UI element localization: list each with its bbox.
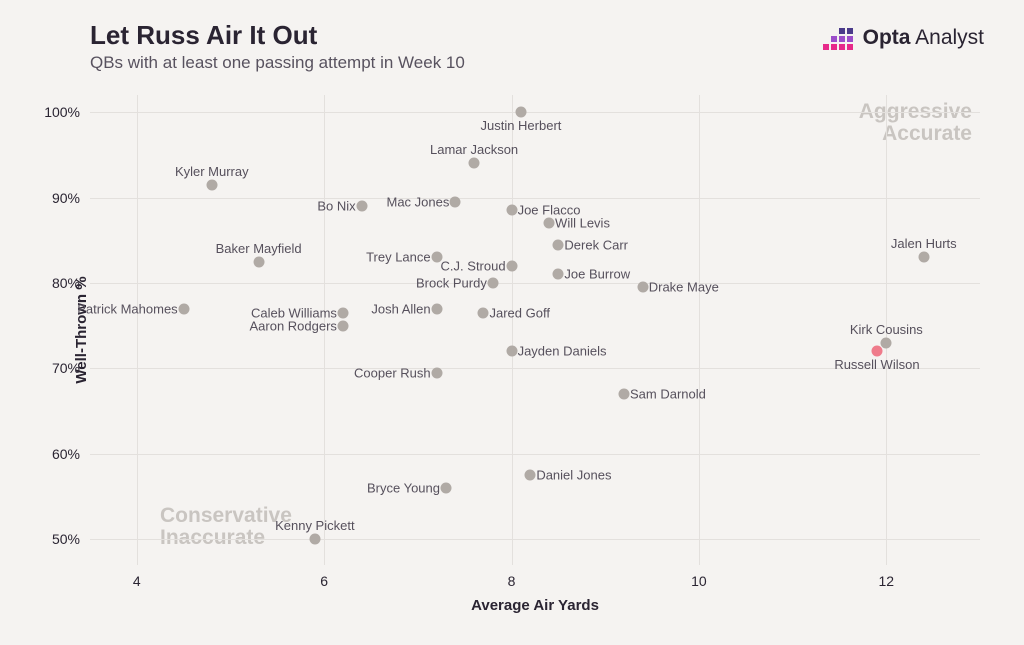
data-point (871, 346, 882, 357)
y-tick-label: 90% (52, 190, 80, 206)
chart-title: Let Russ Air It Out (90, 20, 465, 51)
data-point-label: Kyler Murray (175, 164, 249, 179)
data-point (881, 337, 892, 348)
data-point (356, 201, 367, 212)
data-point (506, 346, 517, 357)
data-point-label: Patrick Mahomes (77, 301, 177, 316)
gridline-horizontal (90, 283, 980, 284)
data-point (469, 158, 480, 169)
data-point (253, 256, 264, 267)
data-point-label: Russell Wilson (834, 357, 919, 372)
opta-logo-text: Opta Analyst (863, 26, 984, 50)
data-point (309, 534, 320, 545)
data-point-label: Josh Allen (371, 301, 430, 316)
gridline-horizontal (90, 198, 980, 199)
gridline-horizontal (90, 454, 980, 455)
data-point-label: Lamar Jackson (430, 142, 518, 157)
x-tick-label: 4 (133, 573, 141, 589)
y-tick-label: 70% (52, 360, 80, 376)
opta-logo: Opta Analyst (823, 24, 984, 52)
gridline-horizontal (90, 112, 980, 113)
data-point (506, 205, 517, 216)
logo-light: Analyst (910, 26, 984, 49)
x-tick-label: 12 (879, 573, 895, 589)
data-point-label: Baker Mayfield (216, 241, 302, 256)
data-point-label: Kenny Pickett (275, 518, 355, 533)
data-point (337, 320, 348, 331)
data-point-label: Trey Lance (366, 250, 431, 265)
data-point (431, 367, 442, 378)
data-point (178, 303, 189, 314)
data-point (553, 269, 564, 280)
data-point (431, 252, 442, 263)
y-tick-label: 100% (44, 104, 80, 120)
logo-bold: Opta (863, 26, 911, 49)
data-point (544, 218, 555, 229)
scatter-plot: Well-Thrown % Average Air Yards Aggressi… (90, 95, 980, 565)
y-tick-label: 50% (52, 531, 80, 547)
data-point (206, 179, 217, 190)
data-point (506, 260, 517, 271)
data-point-label: C.J. Stroud (441, 258, 506, 273)
gridline-horizontal (90, 368, 980, 369)
chart-header: Let Russ Air It Out QBs with at least on… (90, 20, 465, 73)
data-point-label: Bo Nix (317, 199, 355, 214)
gridline-vertical (137, 95, 138, 565)
gridline-horizontal (90, 539, 980, 540)
y-tick-label: 60% (52, 446, 80, 462)
chart-subtitle: QBs with at least one passing attempt in… (90, 53, 465, 73)
data-point (525, 470, 536, 481)
data-point (553, 239, 564, 250)
x-tick-label: 8 (508, 573, 516, 589)
data-point-label: Justin Herbert (480, 118, 561, 133)
gridline-vertical (886, 95, 887, 565)
x-axis-title: Average Air Yards (471, 597, 599, 614)
data-point-label: Joe Flacco (518, 203, 581, 218)
data-point (450, 196, 461, 207)
data-point (478, 307, 489, 318)
gridline-vertical (324, 95, 325, 565)
data-point (918, 252, 929, 263)
gridline-vertical (512, 95, 513, 565)
gridline-vertical (699, 95, 700, 565)
y-tick-label: 80% (52, 275, 80, 291)
data-point-label: Will Levis (555, 216, 610, 231)
data-point-label: Joe Burrow (564, 267, 630, 282)
data-point-label: Sam Darnold (630, 387, 706, 402)
data-point (487, 278, 498, 289)
data-point-label: Derek Carr (564, 237, 628, 252)
opta-logo-mark (823, 24, 855, 52)
quadrant-label-aggressive-accurate: AggressiveAccurate (859, 101, 972, 145)
data-point (515, 107, 526, 118)
data-point (441, 483, 452, 494)
data-point (337, 307, 348, 318)
x-tick-label: 10 (691, 573, 707, 589)
data-point-label: Jalen Hurts (891, 236, 957, 251)
data-point (619, 389, 630, 400)
data-point-label: Jayden Daniels (518, 344, 607, 359)
data-point-label: Daniel Jones (536, 468, 611, 483)
data-point-label: Bryce Young (367, 481, 440, 496)
quadrant-label-conservative-inaccurate: ConservativeInaccurate (160, 505, 292, 549)
data-point (431, 303, 442, 314)
x-tick-label: 6 (320, 573, 328, 589)
data-point-label: Jared Goff (489, 305, 549, 320)
data-point (637, 282, 648, 293)
